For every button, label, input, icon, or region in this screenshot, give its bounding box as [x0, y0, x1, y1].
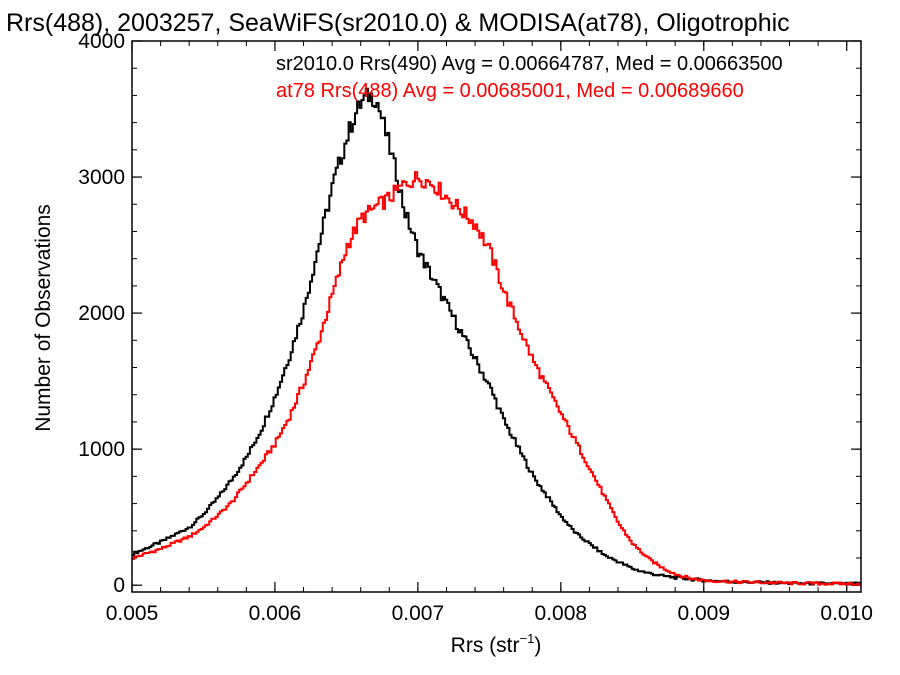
- y-tick-label: 2000: [78, 302, 125, 325]
- y-tick-label: 3000: [78, 166, 125, 189]
- x-tick-label: 0.005: [106, 602, 159, 625]
- y-tick-label: 1000: [78, 438, 125, 461]
- x-tick-label: 0.010: [820, 602, 873, 625]
- plot-frame: [131, 40, 862, 593]
- y-tick-label: 0: [113, 574, 125, 597]
- legend-entry-black: sr2010.0 Rrs(490) Avg = 0.00664787, Med …: [276, 53, 783, 75]
- x-axis-label-sup: −1: [520, 631, 535, 646]
- x-tick-label: 0.009: [677, 602, 730, 625]
- x-tick-group: 0.005 0.006 0.007 0.008 0.009 0.010: [106, 41, 873, 625]
- series-layer: [132, 87, 861, 586]
- legend-entry-red: at78 Rrs(488) Avg = 0.00685001, Med = 0.…: [276, 80, 744, 102]
- x-tick-label: 0.008: [535, 602, 588, 625]
- x-axis-label-main: Rrs (str: [451, 634, 520, 657]
- y-tick-group: 0 1000 2000 3000 4000: [78, 30, 861, 597]
- chart-title: Rrs(488), 2003257, SeaWiFS(sr2010.0) & M…: [6, 9, 790, 37]
- x-axis-label: Rrs (str−1): [451, 631, 542, 657]
- series-sr2010-line: [132, 87, 861, 586]
- y-axis-label: Number of Observations: [32, 204, 55, 432]
- y-tick-label: 4000: [78, 30, 125, 53]
- x-tick-label: 0.007: [392, 602, 445, 625]
- x-axis-label-close: ): [534, 634, 541, 657]
- series-at78-line: [132, 171, 861, 586]
- x-tick-label: 0.006: [249, 602, 302, 625]
